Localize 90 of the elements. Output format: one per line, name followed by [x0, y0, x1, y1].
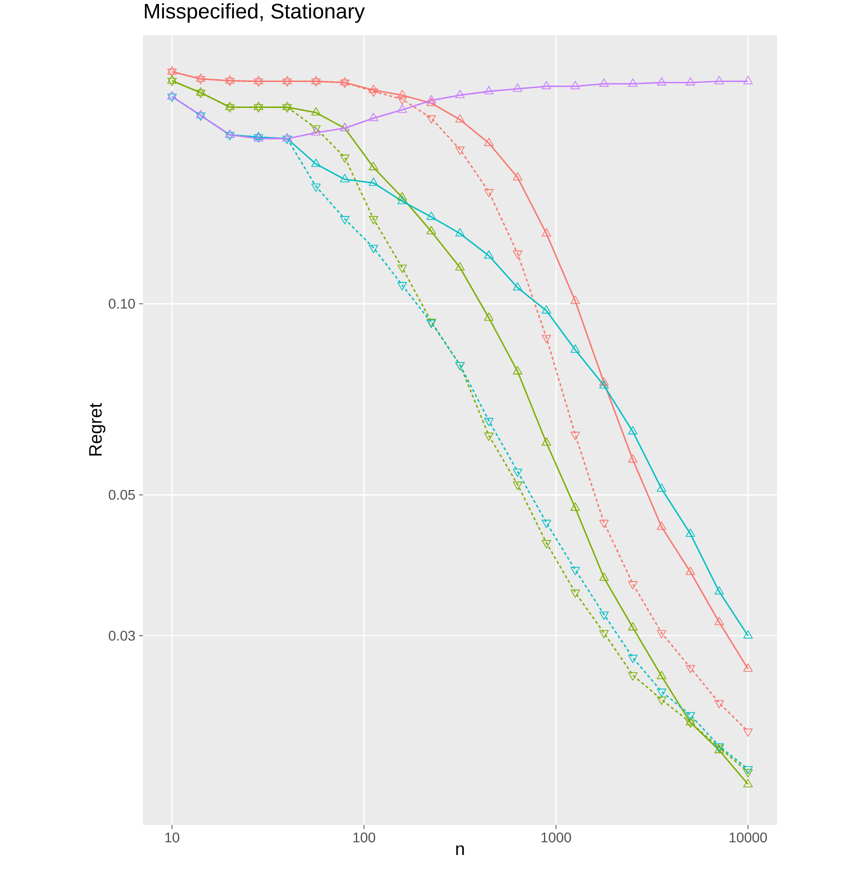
x-tick-label: 1000: [542, 832, 572, 842]
point: [225, 102, 235, 110]
point: [368, 178, 378, 186]
point: [311, 107, 321, 116]
point: [340, 77, 350, 86]
point: [542, 228, 552, 236]
point: [426, 98, 436, 106]
point: [542, 437, 552, 446]
point: [455, 262, 465, 270]
point: [368, 112, 378, 122]
point: [599, 612, 609, 620]
point: [225, 75, 235, 84]
point: [512, 366, 522, 374]
point: [282, 76, 292, 84]
point: [426, 226, 436, 234]
point: [656, 688, 666, 697]
point: [484, 418, 494, 426]
point: [484, 312, 494, 321]
point: [570, 296, 580, 304]
point: [599, 377, 609, 386]
point: [282, 102, 292, 110]
point: [167, 75, 177, 84]
point: [311, 158, 321, 167]
point: [743, 728, 753, 737]
point: [714, 700, 724, 708]
point: [397, 104, 407, 113]
point: [542, 540, 552, 548]
point: [254, 102, 264, 110]
point: [628, 672, 638, 681]
point: [656, 696, 666, 705]
point: [686, 664, 696, 674]
point: [368, 84, 378, 94]
point: [656, 77, 666, 86]
y-tick-label: 0.03: [108, 630, 135, 641]
point: [599, 520, 609, 528]
point: [628, 581, 638, 590]
point: [167, 66, 177, 75]
point: [512, 482, 522, 490]
point: [686, 720, 696, 728]
point: [254, 76, 264, 84]
point: [628, 454, 638, 463]
point: [340, 174, 350, 182]
y-tick-label: 0.10: [108, 298, 135, 309]
point: [743, 76, 753, 84]
point: [455, 228, 465, 236]
chart-title: Misspecified, Stationary: [144, 3, 365, 23]
point: [599, 630, 609, 638]
point: [542, 520, 552, 528]
point: [542, 80, 552, 90]
point: [196, 74, 206, 82]
point: [686, 712, 696, 720]
point: [686, 77, 696, 86]
point: [628, 78, 638, 87]
point: [397, 90, 407, 98]
point: [628, 654, 638, 664]
point: [311, 76, 321, 84]
y-axis-title: Regret: [89, 403, 106, 456]
point: [512, 468, 522, 477]
point: [484, 86, 494, 94]
point: [455, 90, 465, 98]
point: [570, 432, 580, 440]
point: [570, 80, 580, 90]
point: [512, 282, 522, 291]
point: [426, 95, 436, 104]
point: [196, 87, 206, 96]
point: [368, 162, 378, 170]
y-tick-label: 0.05: [108, 490, 135, 500]
point: [397, 196, 407, 204]
x-axis-title: n: [456, 845, 464, 856]
point: [484, 138, 494, 146]
point: [542, 305, 552, 314]
x-tick-label: 10000: [730, 832, 767, 842]
point: [455, 114, 465, 122]
point: [714, 76, 724, 84]
point: [512, 172, 522, 180]
point: [397, 192, 407, 200]
point: [599, 380, 609, 389]
point: [570, 344, 580, 353]
point: [599, 78, 609, 87]
point: [426, 212, 436, 220]
point: [512, 83, 522, 92]
x-tick-label: 100: [353, 832, 376, 842]
point: [484, 432, 494, 441]
point: [570, 566, 580, 576]
point: [656, 630, 666, 638]
point: [484, 250, 494, 259]
point: [628, 426, 638, 434]
point: [570, 590, 580, 598]
x-tick-label: 10: [165, 832, 180, 842]
point: [743, 766, 753, 774]
